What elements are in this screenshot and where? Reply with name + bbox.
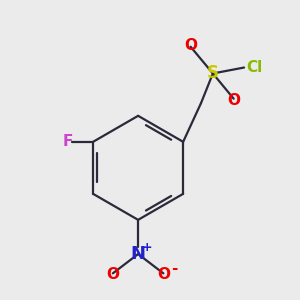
Text: Cl: Cl	[247, 60, 263, 75]
Text: O: O	[158, 267, 170, 282]
Text: -: -	[171, 261, 177, 276]
Text: O: O	[227, 93, 240, 108]
Text: S: S	[207, 64, 219, 82]
Text: O: O	[184, 38, 197, 53]
Text: F: F	[63, 134, 73, 149]
Text: N: N	[130, 245, 146, 263]
Text: O: O	[106, 267, 119, 282]
Text: +: +	[142, 241, 152, 254]
